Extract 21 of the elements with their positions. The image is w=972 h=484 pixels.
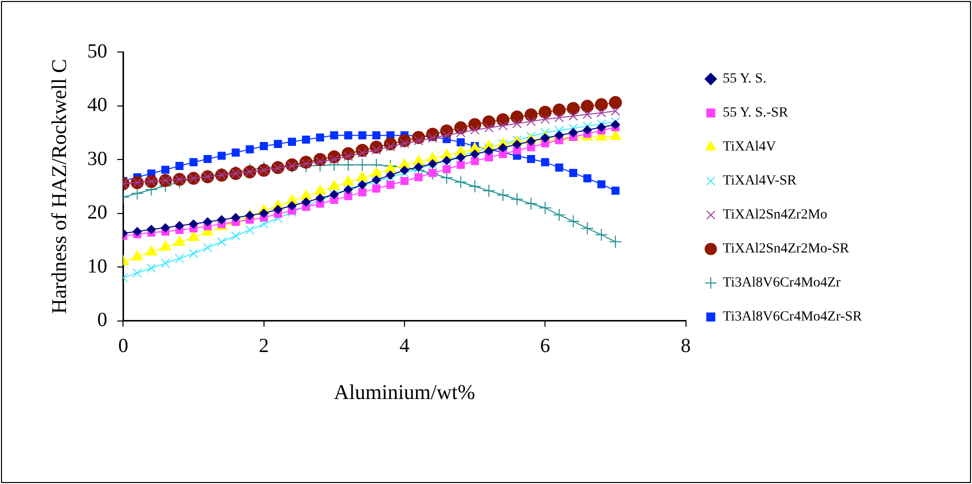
legend-label: 55 Y. S.-SR — [722, 106, 789, 121]
y-tick-label: 40 — [87, 94, 108, 116]
legend-label: Ti3Al8V6Cr4Mo4Zr — [722, 276, 841, 291]
x-tick-label: 4 — [399, 335, 410, 358]
legend-label: TiXAl2Sn4Zr2Mo — [722, 208, 828, 223]
legend-label: TiXAl4V-SR — [722, 174, 798, 189]
x-tick-label: 0 — [118, 335, 128, 358]
x-axis-title: Aluminium/wt% — [334, 380, 476, 404]
y-tick-label: 30 — [87, 148, 108, 170]
y-tick-label: 0 — [97, 309, 108, 332]
y-tick-label: 50 — [87, 40, 108, 62]
legend-label: Ti3Al8V6Cr4Mo4Zr-SR — [722, 310, 863, 325]
legend-label: TiXAl4V — [722, 140, 776, 155]
y-tick-label: 10 — [87, 255, 108, 278]
y-tick-label: 20 — [87, 202, 108, 224]
x-tick-label: 2 — [258, 335, 269, 358]
x-tick-label: 6 — [540, 335, 550, 358]
y-axis-title: Hardness of HAZ/Rockwell C — [47, 58, 72, 314]
x-tick-label: 8 — [680, 335, 691, 358]
legend-label: TiXAl2Sn4Zr2Mo-SR — [722, 242, 850, 257]
legend-label: 55 Y. S. — [722, 72, 766, 87]
